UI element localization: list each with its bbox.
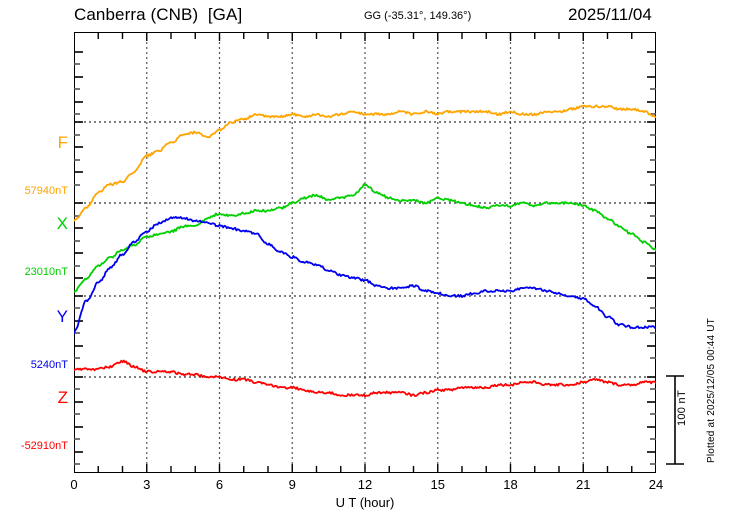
component-letter-f: F [57,133,68,152]
component-baseline-x: 23010nT [24,266,68,278]
component-baseline-z: -52910nT [20,440,68,452]
component-label-f: F 57940nT [0,102,68,229]
x-tick-9: 9 [288,477,296,492]
observation-date-label: 2025/11/04 [568,5,652,24]
x-tick-24: 24 [648,477,664,492]
right-axis-ticks [647,51,656,465]
x-tick-18: 18 [503,477,518,492]
trace-y [74,215,656,334]
component-baseline-f: 57940nT [24,185,68,197]
trace-f [74,104,656,222]
x-tick-0: 0 [70,477,78,492]
geographic-coordinates-label: GG (-35.31°, 149.36°) [364,10,472,22]
x-tick-12: 12 [357,477,373,492]
component-letter-z: Z [57,388,68,407]
trace-z [74,359,656,398]
component-letter-x: X [56,214,68,233]
x-tick-21: 21 [576,477,591,492]
horizontal-axis-ticks [97,32,633,473]
x-tick-15: 15 [430,477,445,492]
component-label-z: Z -52910nT [0,357,68,484]
component-baseline-y: 5240nT [30,359,68,371]
trace-x [74,183,656,293]
plotted-at-timestamp: Plotted at 2025/12/05 00:44 UT [706,318,717,463]
component-label-y: Y 5240nT [0,276,68,403]
x-axis-title: U T (hour) [335,495,395,510]
x-tick-6: 6 [215,477,224,492]
component-label-x: X 23010nT [0,183,68,310]
vertical-gridlines [146,32,584,473]
data-traces [74,104,656,398]
scale-bar-label: 100 nT [676,390,688,427]
left-axis-ticks [74,51,83,465]
magnetogram-plot [74,32,656,473]
component-letter-y: Y [56,307,68,326]
x-tick-3: 3 [143,477,151,492]
page-title: Canberra (CNB) [GA] [74,5,243,24]
scale-bar-icon [666,375,684,465]
